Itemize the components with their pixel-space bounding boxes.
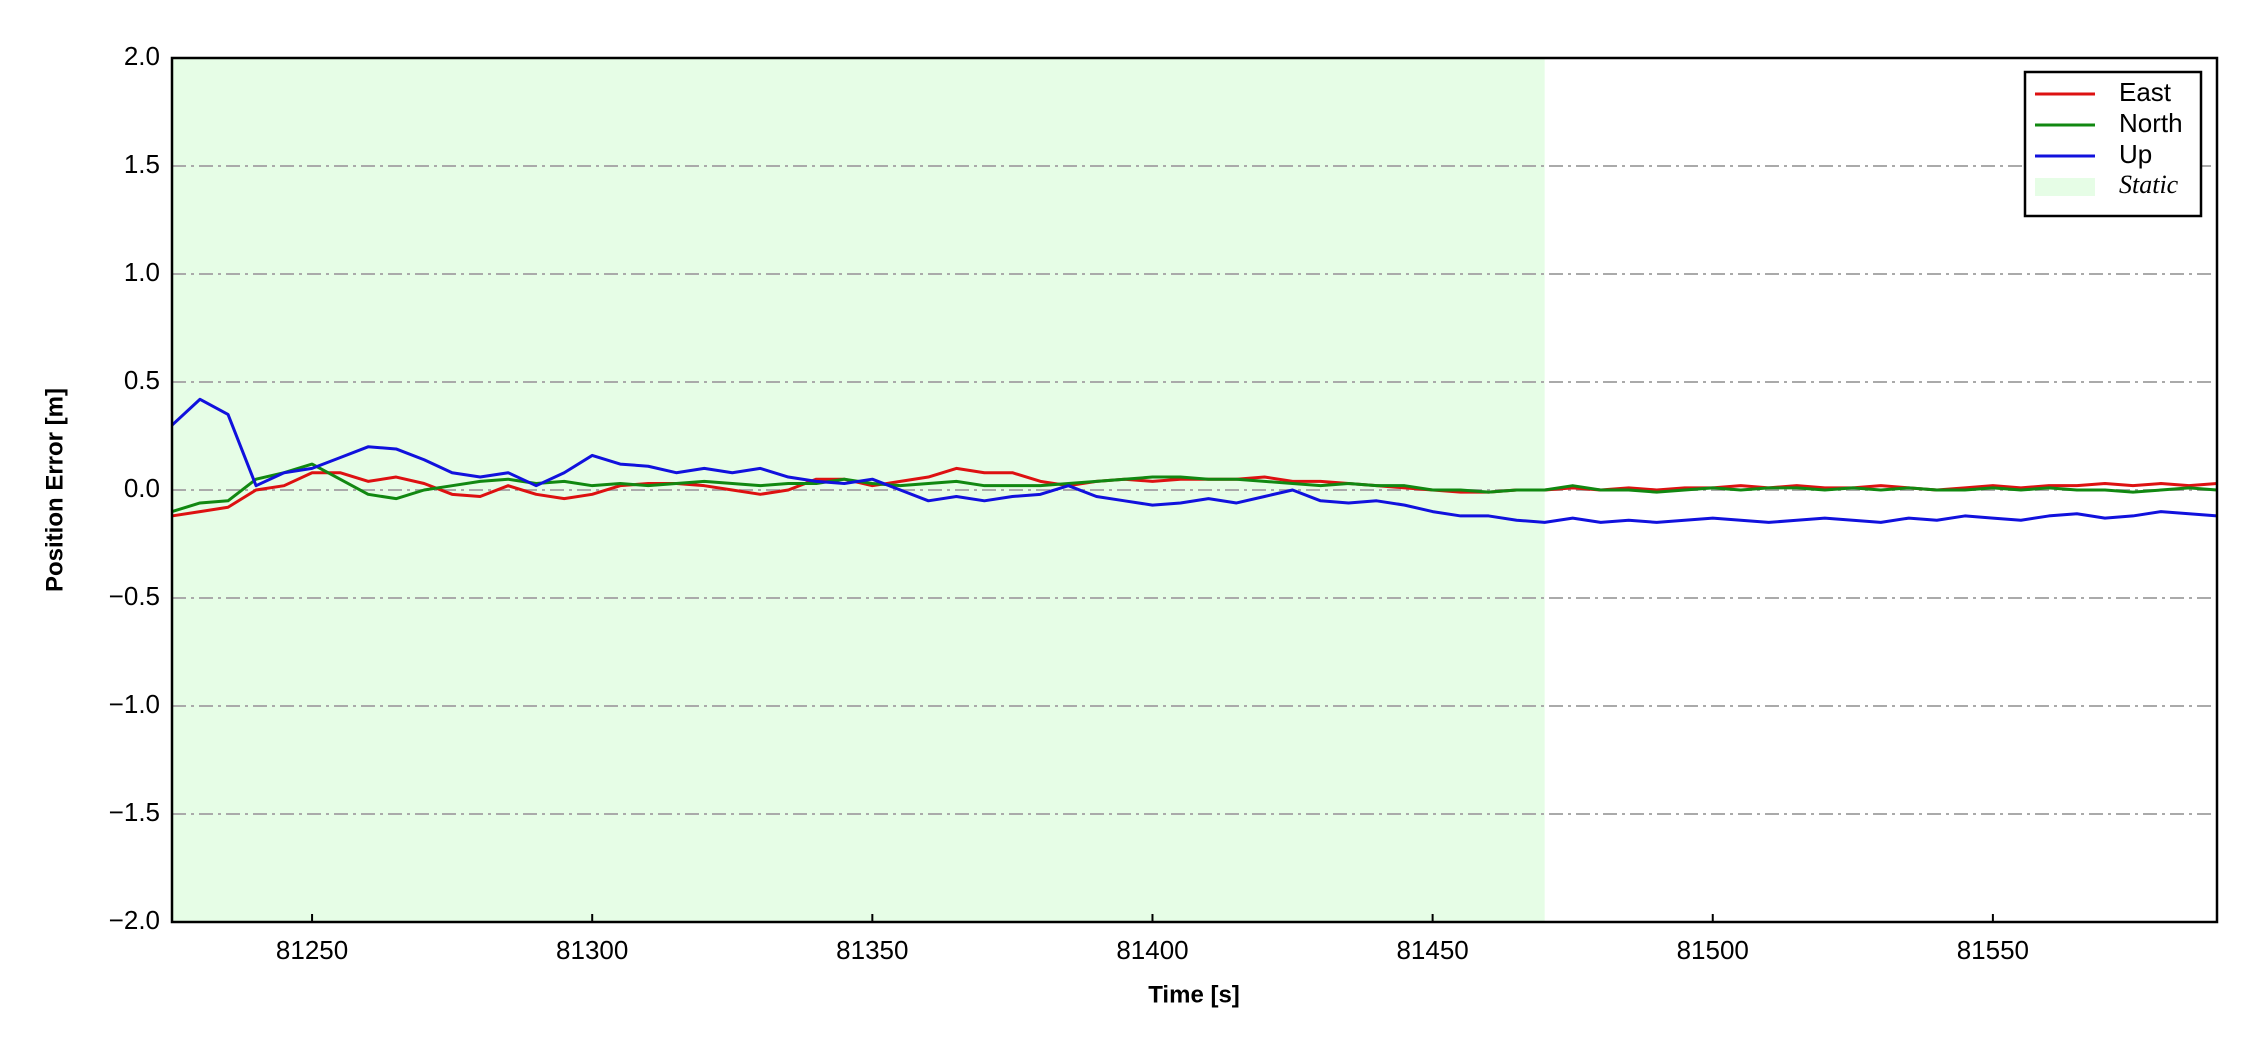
x-tick-label: 81400 <box>1116 935 1188 965</box>
series-line <box>170 397 2218 524</box>
y-tick-label: 2.0 <box>124 41 160 71</box>
x-tick-label: 81550 <box>1957 935 2029 965</box>
x-tick-label: 81500 <box>1677 935 1749 965</box>
legend-swatch <box>2035 178 2095 196</box>
plot-frame <box>170 56 2219 924</box>
x-tick-label: 81350 <box>836 935 908 965</box>
legend-label: East <box>2119 77 2172 107</box>
y-axis-label: Position Error [m] <box>41 388 68 592</box>
y-tick-label: 1.0 <box>124 257 160 287</box>
series-line <box>171 462 2218 514</box>
y-tick-label: 0.0 <box>124 473 160 503</box>
x-tick-label: 81250 <box>276 935 348 965</box>
y-tick-label: 1.5 <box>124 149 160 179</box>
x-axis-label: Time [s] <box>1148 981 1240 1008</box>
legend-label: Static <box>2119 170 2179 199</box>
y-tick-label: −1.5 <box>109 797 160 827</box>
y-tick-label: 0.5 <box>124 365 160 395</box>
x-tick-label: 81450 <box>1396 935 1468 965</box>
y-tick-label: −2.0 <box>109 905 160 935</box>
y-tick-label: −1.0 <box>109 689 160 719</box>
x-tick-label: 81300 <box>556 935 628 965</box>
legend-label: Up <box>2119 139 2152 169</box>
legend-label: North <box>2119 108 2183 138</box>
y-tick-label: −0.5 <box>109 581 160 611</box>
